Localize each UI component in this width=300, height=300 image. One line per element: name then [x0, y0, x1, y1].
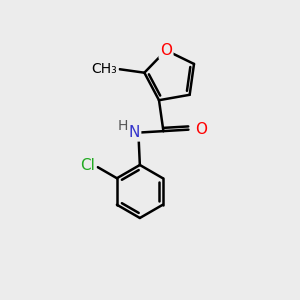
Text: N: N — [128, 125, 140, 140]
Text: Cl: Cl — [80, 158, 95, 173]
Text: H: H — [118, 119, 128, 133]
Text: O: O — [195, 122, 207, 137]
Text: CH₃: CH₃ — [92, 61, 117, 76]
Text: O: O — [160, 43, 172, 58]
